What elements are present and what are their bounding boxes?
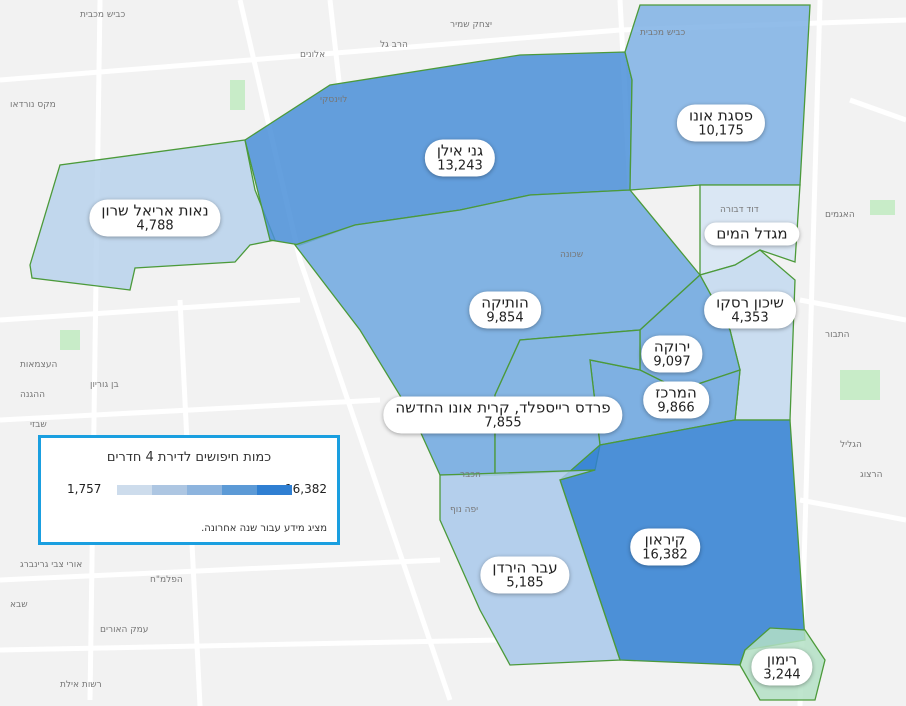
- street-label: ההגנה: [20, 390, 45, 400]
- street-label: אורי צבי גרינברג: [20, 560, 83, 570]
- legend: כמות חיפושים לדירת 4 חדרים 16,382 1,757 …: [38, 435, 340, 545]
- neighborhood-value: 9,854: [486, 310, 524, 326]
- street-label: מקס נורדאו: [10, 100, 56, 110]
- neighborhood-name: ירוקה: [653, 337, 691, 356]
- street-label: שבזי: [30, 420, 47, 430]
- street-label: הגליל: [840, 440, 862, 450]
- legend-color-step: [152, 485, 187, 495]
- neighborhood-name: שיכון רסקו: [716, 293, 784, 312]
- neighborhood-label[interactable]: עבר הירדן 5,185: [480, 556, 570, 594]
- legend-color-scale: [117, 485, 292, 495]
- legend-color-step: [187, 485, 222, 495]
- neighborhood-label[interactable]: פסגת אונו 10,175: [676, 104, 766, 142]
- street-label: יצחק שמיר: [450, 20, 493, 30]
- legend-color-step: [117, 485, 152, 495]
- neighborhood-name: גני אילן: [436, 141, 484, 160]
- street-label: עמק האורים: [100, 625, 149, 635]
- neighborhood-value: 16,382: [642, 547, 688, 563]
- neighborhood-name: מגדל המים: [716, 224, 788, 243]
- street-label: הרב גל: [380, 40, 408, 50]
- legend-max: 16,382: [285, 482, 327, 496]
- neighborhood-value: 3,244: [763, 667, 801, 683]
- neighborhood-label[interactable]: גני אילן 13,243: [424, 139, 496, 177]
- street-label: רשות אילת: [60, 680, 102, 690]
- neighborhood-name: קיראון: [644, 530, 686, 549]
- street-label: האגמים: [825, 210, 855, 220]
- neighborhood-name: פרדס רייספלד, קרית אונו החדשה: [395, 398, 611, 417]
- street-label: כביש מכבית: [640, 28, 686, 38]
- street-label: אלונים: [300, 50, 326, 60]
- neighborhood-value: 7,855: [484, 415, 522, 431]
- neighborhood-name: פסגת אונו: [688, 106, 754, 125]
- street-label: בן גוריון: [90, 380, 119, 390]
- street-label: דוד דבורה: [720, 205, 759, 215]
- neighborhood-value: 4,788: [136, 218, 174, 234]
- legend-title: כמות חיפושים לדירת 4 חדרים: [106, 450, 272, 465]
- neighborhood-label[interactable]: נאות אריאל שרון 4,788: [89, 199, 221, 237]
- street-label: התבור: [825, 330, 850, 340]
- neighborhood-name: המרכז: [655, 383, 697, 402]
- neighborhood-label[interactable]: פרדס רייספלד, קרית אונו החדשה 7,855: [383, 396, 623, 434]
- green-areas: [60, 80, 895, 400]
- neighborhood-value: 13,243: [437, 158, 483, 174]
- legend-note: מציג מידע עבור שנה אחרונה.: [201, 523, 327, 534]
- neighborhood-value: 5,185: [506, 575, 544, 591]
- neighborhood-name: הותיקה: [481, 293, 529, 312]
- neighborhood-label[interactable]: שיכון רסקו 4,353: [704, 291, 796, 329]
- street-label: כביש מכבית: [80, 10, 126, 20]
- street-label: יפה נוף: [450, 505, 479, 515]
- street-label: הכבר: [460, 470, 481, 480]
- legend-color-step: [222, 485, 257, 495]
- street-label: הרצוג: [860, 470, 883, 480]
- legend-color-step: [257, 485, 292, 495]
- street-label: לוינסקי: [320, 95, 348, 105]
- neighborhood-value: 4,353: [731, 310, 769, 326]
- neighborhood-label[interactable]: המרכז 9,866: [643, 381, 709, 419]
- neighborhood-label[interactable]: רימון 3,244: [751, 648, 813, 686]
- neighborhood-label[interactable]: הותיקה 9,854: [469, 291, 541, 329]
- street-label: העצמאות: [20, 360, 58, 370]
- street-label: הפלמ"ח: [150, 575, 183, 585]
- neighborhood-value: 9,097: [653, 354, 691, 370]
- neighborhood-name: עבר הירדן: [492, 558, 558, 577]
- neighborhood-value: 9,866: [657, 400, 695, 416]
- street-label: שבא: [10, 600, 28, 610]
- street-label: שכונה: [560, 250, 584, 260]
- legend-min: 1,757: [67, 482, 102, 496]
- neighborhood-label[interactable]: מגדל המים: [704, 222, 800, 246]
- neighborhood-name: נאות אריאל שרון: [101, 201, 209, 220]
- neighborhood-name: רימון: [766, 650, 798, 669]
- neighborhood-label[interactable]: קיראון 16,382: [630, 528, 700, 566]
- neighborhood-label[interactable]: ירוקה 9,097: [641, 335, 703, 373]
- neighborhood-value: 10,175: [698, 123, 744, 139]
